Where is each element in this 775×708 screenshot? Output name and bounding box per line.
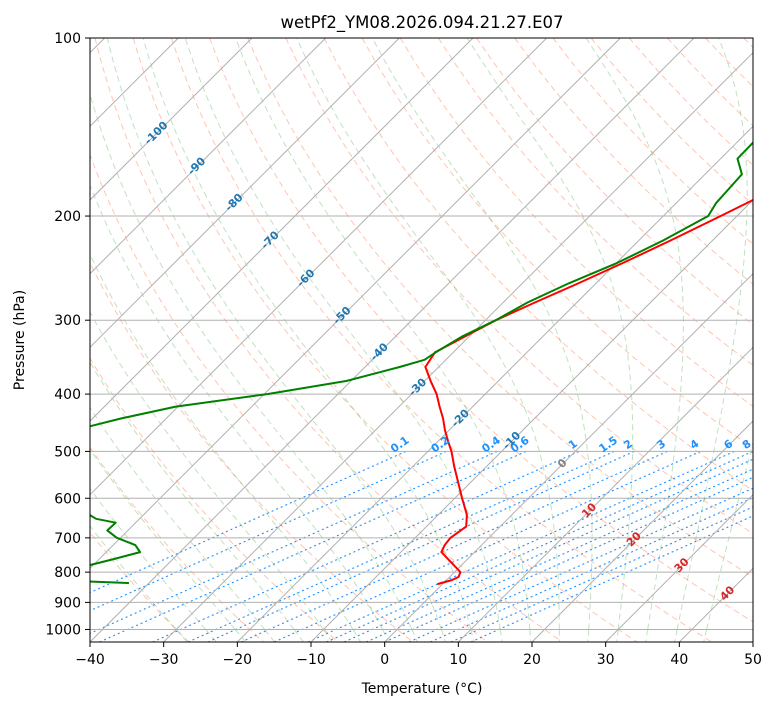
moist-adiabat bbox=[90, 253, 362, 642]
x-axis: −40 −30 −20 −10 0 10 20 30 40 50 bbox=[75, 642, 762, 668]
dry-adiabat bbox=[247, 38, 753, 578]
moist-adiabat bbox=[90, 183, 390, 642]
moist-adiabat bbox=[90, 361, 304, 642]
dry-adiabat bbox=[476, 38, 753, 326]
x-axis-label: Temperature (°C) bbox=[361, 681, 483, 697]
moist-adiabat bbox=[90, 487, 217, 642]
dewpoint-line bbox=[90, 141, 753, 585]
y-tick-label: 500 bbox=[54, 444, 81, 460]
moist-adiabat bbox=[90, 525, 188, 642]
isotherm-line bbox=[531, 420, 753, 642]
moist-adiabat bbox=[466, 38, 634, 642]
isobars bbox=[90, 38, 753, 630]
x-tick-label: 0 bbox=[380, 652, 389, 668]
x-tick-label: 40 bbox=[670, 652, 688, 668]
dry-adiabat bbox=[323, 38, 753, 492]
x-tick-label: 50 bbox=[744, 652, 762, 668]
y-tick-label: 800 bbox=[54, 565, 81, 581]
moist-adiabats bbox=[90, 38, 753, 642]
isotherm-line bbox=[605, 493, 753, 642]
dry-adiabat bbox=[209, 38, 753, 623]
dry-adiabat bbox=[437, 38, 753, 366]
moist-adiabat bbox=[674, 38, 748, 642]
y-axis-label: Pressure (hPa) bbox=[12, 290, 28, 390]
y-tick-label: 700 bbox=[54, 531, 81, 547]
isotherm-line bbox=[90, 38, 695, 642]
isotherm-line bbox=[90, 38, 327, 275]
y-tick-label: 100 bbox=[54, 31, 81, 47]
moist-adiabat bbox=[90, 311, 333, 642]
plot-area: -100-90-80-70-60-50-40-30-20-10010203040… bbox=[90, 38, 753, 642]
y-tick-label: 300 bbox=[54, 313, 81, 329]
isotherm-line bbox=[90, 38, 400, 349]
isotherm-line bbox=[90, 38, 621, 570]
moist-adiabat bbox=[90, 448, 247, 642]
moist-adiabat bbox=[184, 38, 503, 642]
y-tick-label: 200 bbox=[54, 209, 81, 225]
moist-adiabat bbox=[585, 38, 684, 642]
x-tick-label: −40 bbox=[75, 652, 105, 668]
temperature-line bbox=[424, 198, 753, 586]
sounding-series bbox=[90, 141, 753, 586]
x-tick-label: 30 bbox=[597, 652, 615, 668]
x-tick-label: 10 bbox=[449, 652, 467, 668]
dry-adiabat bbox=[94, 38, 563, 642]
isotherm-line bbox=[163, 51, 753, 642]
y-tick-label: 600 bbox=[54, 491, 81, 507]
moist-adiabat bbox=[106, 38, 447, 642]
isotherm-line bbox=[90, 38, 253, 201]
dry-adiabat bbox=[90, 446, 264, 642]
isotherm-line bbox=[90, 38, 548, 496]
x-tick-label: −20 bbox=[223, 652, 253, 668]
isotherm-line bbox=[457, 346, 753, 642]
moist-adiabat bbox=[703, 440, 753, 642]
dry-adiabat bbox=[132, 38, 638, 642]
x-tick-label: −10 bbox=[296, 652, 326, 668]
chart-title: wetPf2_YM08.2026.094.21.27.E07 bbox=[280, 13, 563, 33]
isotherms bbox=[90, 38, 753, 642]
y-axis: 100 200 300 400 500 600 700 800 900 1000 bbox=[45, 31, 90, 638]
plot-frame bbox=[89, 37, 754, 643]
x-tick-label: −30 bbox=[149, 652, 179, 668]
isotherm-line bbox=[236, 125, 753, 642]
moist-adiabat bbox=[296, 38, 560, 642]
isotherm-line bbox=[384, 272, 753, 642]
isotherm-line bbox=[310, 199, 753, 642]
moist-adiabat bbox=[235, 38, 532, 642]
dry-adiabat bbox=[90, 153, 488, 642]
isotherm-line bbox=[90, 38, 474, 422]
moist-adiabat bbox=[142, 38, 475, 642]
y-tick-label: 900 bbox=[54, 595, 81, 611]
y-tick-label: 400 bbox=[54, 387, 81, 403]
y-tick-label: 1000 bbox=[45, 622, 81, 638]
moist-adiabat bbox=[90, 406, 276, 642]
x-tick-label: 20 bbox=[523, 652, 541, 668]
dry-adiabat bbox=[170, 38, 712, 642]
moist-adiabat bbox=[90, 92, 418, 642]
